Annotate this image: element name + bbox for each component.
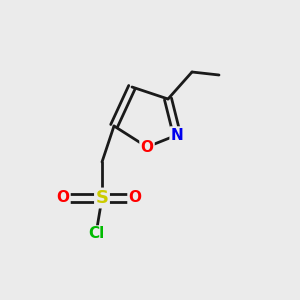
Text: N: N [171, 128, 183, 142]
Text: Cl: Cl [88, 226, 104, 242]
Text: S: S [95, 189, 109, 207]
Text: O: O [140, 140, 154, 154]
Text: O: O [128, 190, 142, 206]
Text: O: O [56, 190, 70, 206]
